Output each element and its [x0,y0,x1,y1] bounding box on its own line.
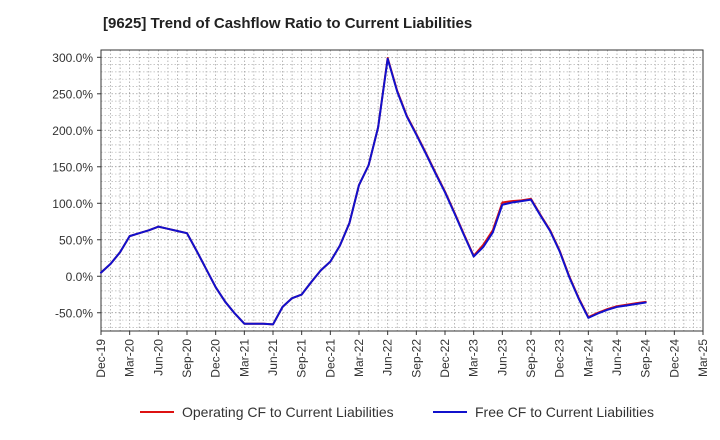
y-tick-label: -50.0% [55,306,93,320]
x-tick-label: Dec-21 [323,339,337,378]
x-tick-label: Dec-23 [553,339,567,378]
x-tick-label: Jun-20 [151,339,165,376]
x-tick-label: Jun-24 [610,339,624,376]
axes: 300.0% 250.0% 200.0% 150.0% 100.0% 50.0% 0.0% -… [52,49,710,378]
y-tick-label: 200.0% [52,124,93,138]
x-tick-label: Mar-22 [352,339,366,377]
grid-lines [101,50,703,331]
x-tick-label: Sep-20 [180,339,194,378]
x-tick-label: Mar-21 [237,339,251,377]
x-tick-label: Dec-22 [438,339,452,378]
y-tick-label: 100.0% [52,197,93,211]
x-tick-label: Jun-23 [495,339,509,376]
y-tick-label: 50.0% [59,233,93,247]
chart-title: [9625] Trend of Cashflow Ratio to Curren… [103,15,473,32]
series-line-free-cf [100,57,647,326]
x-tick-label: Mar-20 [123,339,137,377]
x-tick-label: Sep-24 [639,339,653,378]
y-tick-label: 250.0% [52,87,93,101]
x-tick-label: Sep-23 [524,339,538,378]
y-tick-label: 0.0% [66,270,94,284]
legend-label-operating-cf: Operating CF to Current Liabilities [182,404,394,420]
x-tick-label: Sep-22 [409,339,423,378]
legend-swatch-free-cf [433,411,467,413]
x-tick-label: Mar-23 [467,339,481,377]
series-lines [100,57,647,326]
x-tick-label: Mar-25 [696,339,710,377]
y-tick-label: 300.0% [52,51,93,65]
plot-frame [100,49,704,332]
series-line-operating-cf [100,57,647,326]
x-tick-label: Mar-24 [581,339,595,377]
x-tick-label: Sep-21 [295,339,309,378]
x-tick-label: Dec-24 [667,339,681,378]
x-tick-label: Dec-20 [209,339,223,378]
legend-item-free-cf: Free CF to Current Liabilities [433,404,654,420]
x-tick-label: Jun-22 [381,339,395,376]
legend-item-operating-cf: Operating CF to Current Liabilities [140,404,394,420]
legend-label-free-cf: Free CF to Current Liabilities [475,404,654,420]
x-tick-label: Jun-21 [266,339,280,376]
y-tick-label: 150.0% [52,160,93,174]
legend-swatch-operating-cf [140,411,174,413]
x-tick-label: Dec-19 [94,339,108,378]
